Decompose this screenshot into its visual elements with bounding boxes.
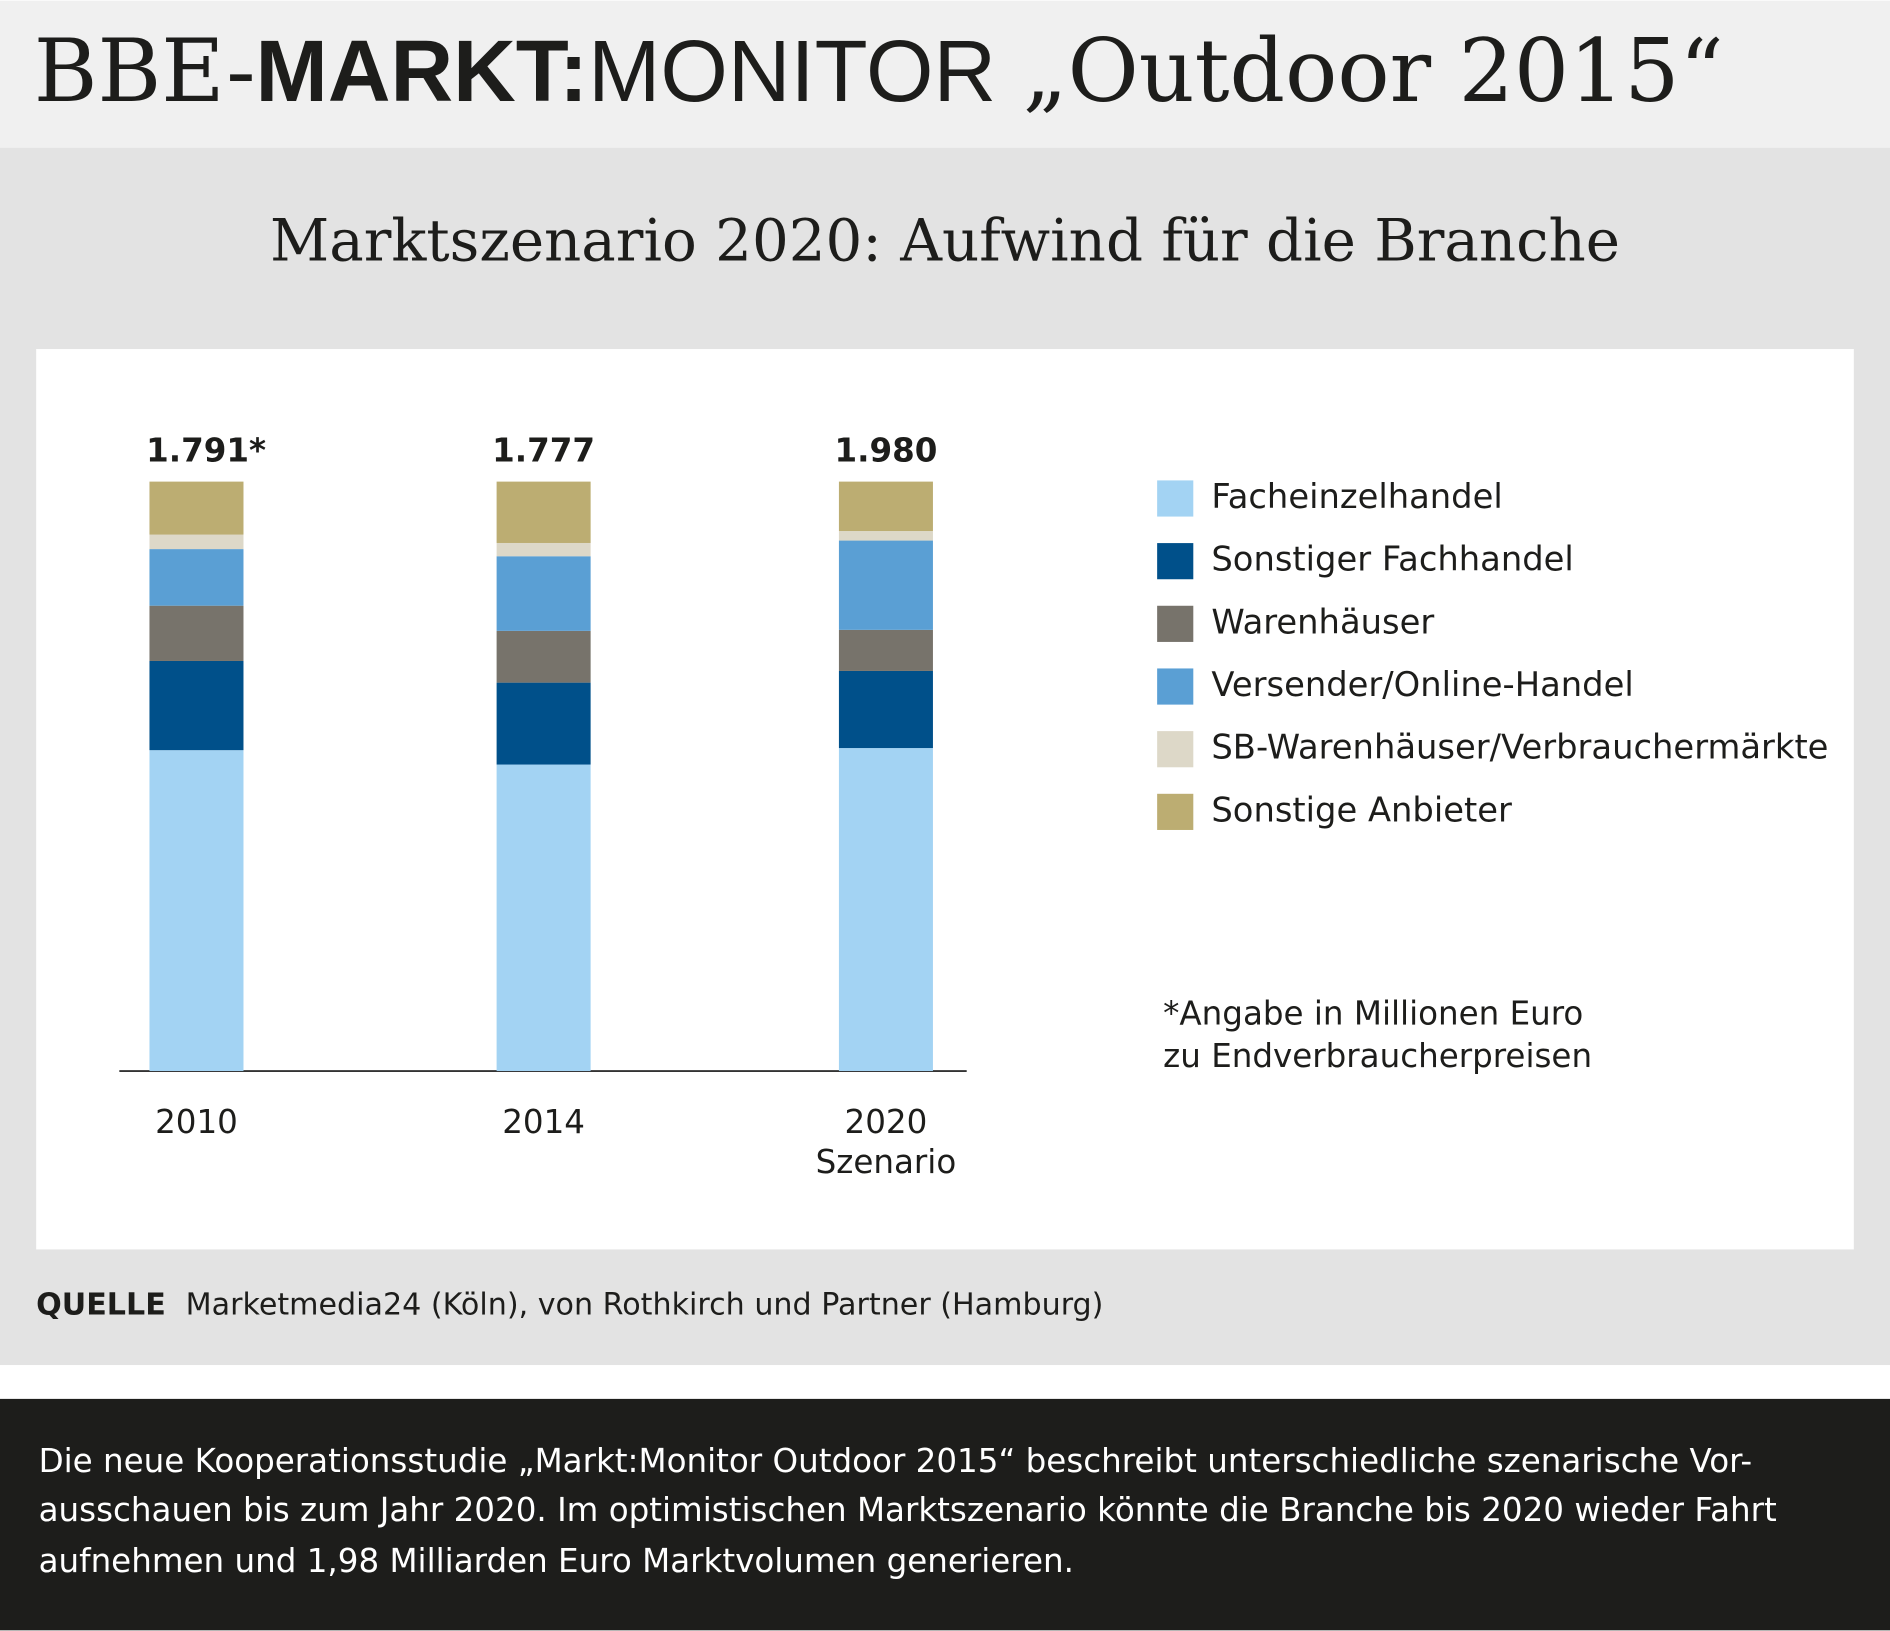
description-line: Die neue Kooperationsstudie „Markt:Monit…	[39, 1442, 1753, 1480]
x-tick-label: 2010	[155, 1103, 238, 1141]
x-tick-label: 2014	[502, 1103, 585, 1141]
bar-segment	[496, 630, 591, 683]
bar-segment	[838, 748, 933, 1072]
x-tick-label: 2020 Szenario	[816, 1103, 957, 1181]
source-text: Marketmedia24 (Köln), von Rothkirch und …	[186, 1288, 1104, 1323]
legend-swatch	[1157, 605, 1194, 642]
note: *Angabe in Millionen Euro	[1163, 995, 1583, 1033]
legend-label: Facheinzelhandel	[1211, 477, 1502, 516]
bar-segment	[838, 481, 933, 532]
bar-segment	[838, 670, 933, 749]
bar-segment	[496, 542, 591, 557]
bar-segment	[838, 540, 933, 630]
bar-segment	[838, 531, 933, 541]
bar-segment	[496, 682, 591, 765]
title-part: MONITOR	[588, 23, 996, 120]
legend-swatch	[1157, 793, 1194, 830]
description-band	[0, 1398, 1890, 1631]
legend-label: Sonstige Anbieter	[1211, 790, 1512, 829]
total-label: 1.791*	[146, 432, 266, 470]
title-part: „Outdoor 2015“	[1023, 20, 1724, 121]
title-part: MARKT:	[256, 23, 589, 120]
title-part: BBE-	[34, 20, 256, 121]
bar-segment	[149, 534, 244, 550]
x-tick-label-line: Szenario	[816, 1143, 957, 1181]
bar-segment	[149, 549, 244, 606]
header-band	[0, 0, 1890, 148]
bar-segment	[149, 605, 244, 661]
legend-label: Sonstiger Fachhandel	[1211, 540, 1573, 579]
chart-panel	[36, 349, 1854, 1250]
bar-segment	[149, 481, 244, 535]
legend-swatch	[1157, 480, 1194, 517]
legend-swatch	[1157, 543, 1194, 580]
legend-label: Versender/Online-Handel	[1211, 665, 1633, 704]
source-label: QUELLE	[36, 1288, 166, 1323]
bar-segment	[149, 750, 244, 1072]
description-line: aufnehmen und 1,98 Milliarden Euro Markt…	[39, 1542, 1074, 1580]
legend-swatch	[1157, 731, 1194, 768]
bar-segment	[496, 764, 591, 1072]
note: zu Endverbraucherpreisen	[1163, 1037, 1592, 1075]
x-tick-label-line: 2020	[845, 1103, 928, 1141]
gap	[0, 1365, 1890, 1399]
total-label: 1.980	[834, 432, 937, 470]
total-label: 1.777	[492, 432, 595, 470]
chart-title: Marktszenario 2020: Aufwind für die Bran…	[270, 206, 1620, 274]
legend-label: SB-Warenhäuser/Verbrauchermärkte	[1211, 728, 1828, 767]
legend-swatch	[1157, 668, 1194, 705]
header-title: BBE-MARKT:MONITOR „Outdoor 2015“	[34, 20, 1724, 121]
bar-segment	[149, 660, 244, 751]
bar-segment	[496, 481, 591, 543]
description-line: ausschauen bis zum Jahr 2020. Im optimis…	[39, 1491, 1777, 1529]
legend-label: Warenhäuser	[1211, 602, 1434, 641]
bar-segment	[838, 629, 933, 671]
bar-segment	[496, 556, 591, 631]
